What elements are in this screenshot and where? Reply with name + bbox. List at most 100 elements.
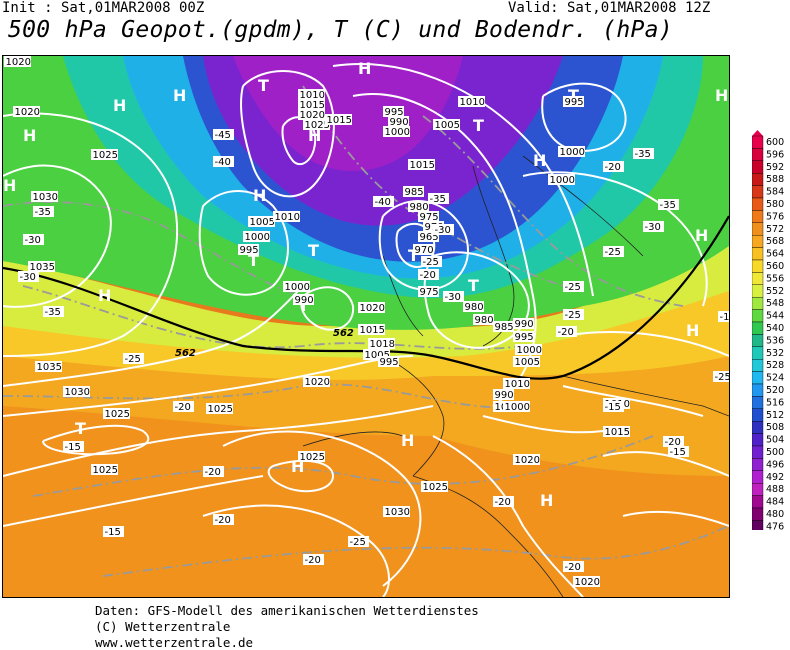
contour-552 — [3, 215, 729, 380]
isobar-label: 1035 — [30, 262, 55, 273]
valid-time: Valid: Sat,01MAR2008 12Z — [508, 0, 711, 16]
legend-swatch — [752, 173, 764, 186]
isotherm-label-box — [556, 326, 577, 337]
isobar-label: 980 — [475, 315, 494, 326]
isobar-label-box — [28, 261, 55, 272]
legend-value: 580 — [766, 199, 784, 210]
isobar-label: 1000 — [285, 282, 310, 293]
center-label: H — [98, 286, 111, 305]
isotherm-label-box — [563, 561, 584, 572]
legend-swatch — [752, 135, 764, 149]
legend-swatch — [752, 284, 764, 298]
isobar-label: 995 — [385, 107, 404, 118]
center-label: H — [3, 176, 16, 195]
isobar-label: 985 — [495, 322, 514, 333]
center-label: H — [533, 151, 546, 170]
center-label: T — [408, 246, 419, 265]
isotherm-label: -35 — [635, 149, 651, 160]
center-label: T — [258, 76, 269, 95]
isotherm-label-box — [33, 206, 54, 217]
isobar-label: 1020 — [305, 377, 330, 388]
isotherm-label: -30 — [435, 225, 451, 236]
isotherm-label: -30 — [25, 235, 41, 246]
legend-arrow-top — [752, 130, 763, 136]
legend-swatch — [752, 185, 764, 199]
isotherm-label-box — [443, 291, 464, 302]
isotherm-label: -30 — [645, 222, 661, 233]
isobar-label-box — [273, 211, 300, 222]
isotherm-label: -20 — [215, 515, 231, 526]
isobar-label: 995 — [565, 97, 584, 108]
isobar-label-box — [513, 331, 534, 342]
legend-swatch — [752, 321, 764, 335]
isotherm-label-box — [563, 309, 584, 320]
isobar-label-box — [513, 454, 540, 465]
isobar-label: 1030 — [65, 387, 90, 398]
isobar-label: 1025 — [423, 482, 448, 493]
credit-copyright: (C) Wetterzentrale — [95, 619, 231, 634]
isobar-label-box — [298, 89, 325, 100]
isobar-label: 990 — [390, 117, 409, 128]
isotherm-label-box — [303, 554, 324, 565]
isobar-label: 1015 — [410, 160, 435, 171]
legend-swatch — [752, 507, 764, 521]
isobar-label: 1010 — [275, 212, 300, 223]
isobar-label: 1015 — [300, 100, 325, 111]
legend-value: 532 — [766, 348, 784, 359]
legend-value: 572 — [766, 224, 784, 235]
isotherm-label: -20 — [420, 270, 436, 281]
legend-swatch — [752, 483, 764, 496]
isobar-label-box — [458, 96, 485, 107]
isotherm-label-box — [663, 436, 684, 447]
isobar-label-box — [35, 361, 62, 372]
legend-swatch — [752, 520, 764, 530]
isobar-label-box — [421, 481, 448, 492]
legend-swatch — [752, 358, 764, 372]
center-label: T — [298, 296, 309, 315]
isobar-label-box — [493, 389, 514, 400]
isotherm-label-box — [658, 199, 679, 210]
isobar-label-box — [298, 109, 325, 120]
legend-swatch — [752, 421, 764, 434]
isobar-label-box — [358, 324, 385, 335]
isobar-label: 1015 — [605, 427, 630, 438]
isobar-label-box — [603, 426, 630, 437]
init-time: Init : Sat,01MAR2008 00Z — [2, 0, 205, 16]
center-label: H — [358, 59, 371, 78]
isotherm-label: -25 — [605, 247, 621, 258]
center-label: H — [686, 321, 699, 340]
center-label: H — [173, 86, 186, 105]
isobar-label: 1035 — [37, 362, 62, 373]
isobar-label-box — [413, 244, 434, 255]
isotherm-label: -25 — [565, 310, 581, 321]
legend-swatch — [752, 458, 764, 471]
legend-value: 564 — [766, 249, 784, 260]
isobar-label: 995 — [515, 332, 534, 343]
isotherm-label-box — [123, 353, 144, 364]
isobar-label: 1000 — [385, 127, 410, 138]
isotherm-label: -35 — [660, 200, 676, 211]
legend-swatch — [752, 160, 764, 174]
legend-swatch — [752, 396, 764, 409]
isobar-label: 1000 — [550, 175, 575, 186]
isobar-label: 965 — [420, 232, 439, 243]
isobar-label-box — [325, 114, 352, 125]
isobar-label-box — [238, 244, 259, 255]
isotherm-label-box — [43, 306, 64, 317]
legend-swatch — [752, 210, 764, 224]
isotherm-label-box — [428, 193, 449, 204]
isotherm-label-box — [668, 446, 689, 457]
isobar-label: 970 — [415, 245, 434, 256]
contour-552-label: 562 — [333, 328, 354, 339]
color-legend: 6005965925885845805765725685645605565525… — [752, 130, 784, 530]
legend-swatch — [752, 247, 764, 261]
weather-map: H H H H H T T T T T T H H T H H H H H H … — [2, 55, 730, 598]
legend-value: 556 — [766, 273, 784, 284]
isobar-label: 1015 — [360, 325, 385, 336]
legend-swatch — [752, 272, 764, 285]
isobar-label-box — [383, 126, 410, 137]
isobar-label: 975 — [420, 212, 439, 223]
isobar-label-box — [563, 96, 584, 107]
legend-value: 552 — [766, 286, 784, 297]
isotherm-label: -25 — [125, 354, 141, 365]
